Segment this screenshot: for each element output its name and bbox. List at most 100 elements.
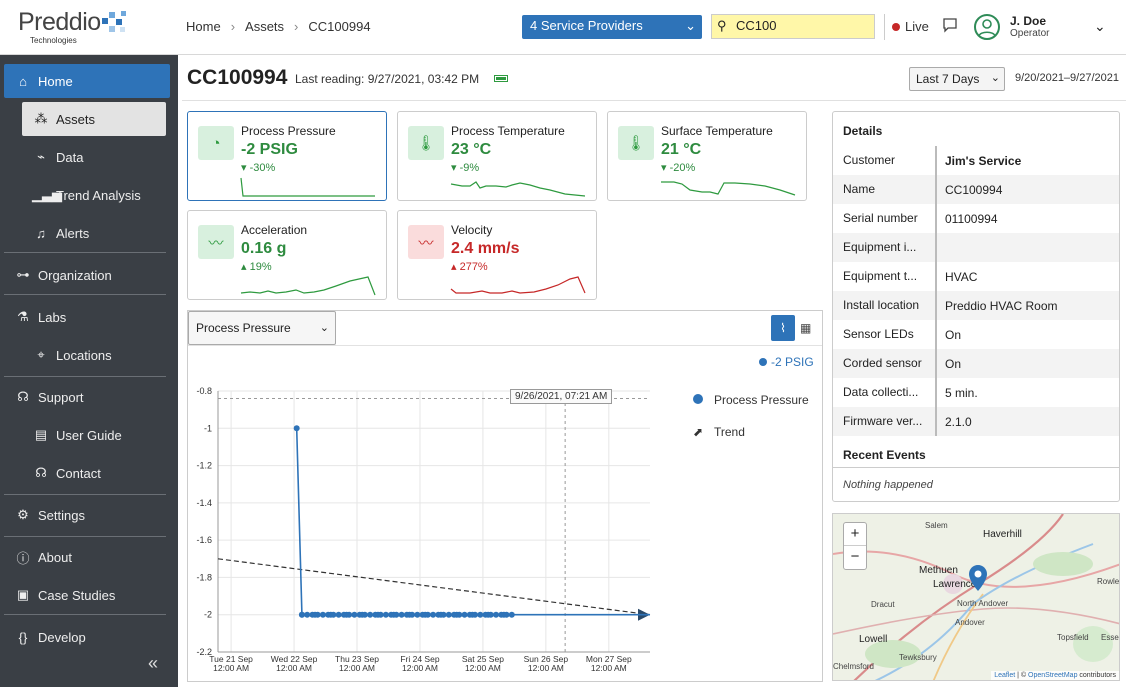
- detail-value: Preddio HVAC Room: [945, 298, 1058, 313]
- metric-card-process-temperature[interactable]: 🌡 Process Temperature 23 °C ▾ -9%: [397, 111, 597, 201]
- header-divider: [182, 100, 1126, 101]
- sidebar-item-user-guide[interactable]: ▤ User Guide: [22, 418, 166, 452]
- x-tick-label: 12:00 AM: [591, 663, 627, 673]
- sidebar-item-trend-analysis[interactable]: ▁▃▅ Trend Analysis: [22, 178, 166, 212]
- live-dot-icon: [892, 23, 900, 31]
- data-point: [309, 611, 316, 618]
- current-value-legend: -2 PSIG: [759, 355, 814, 369]
- avatar[interactable]: [974, 14, 1000, 40]
- zoom-in-button[interactable]: +: [844, 523, 866, 546]
- metric-select[interactable]: Process Pressure ⌄: [188, 311, 336, 345]
- line-chart-view-button[interactable]: ⌇: [771, 315, 795, 341]
- data-point: [508, 611, 515, 618]
- sidebar-item-about[interactable]: ⓘ About: [4, 540, 170, 574]
- sparkline: [450, 181, 586, 197]
- data-point: [346, 611, 353, 618]
- breadcrumb-home[interactable]: Home: [186, 19, 221, 34]
- service-provider-select[interactable]: 4 Service Providers ⌄: [522, 15, 702, 39]
- battery-icon: [494, 75, 508, 82]
- detail-key: Equipment i...: [833, 233, 937, 262]
- user-menu-chevron-icon[interactable]: ⌄: [1094, 18, 1106, 34]
- table-view-icon[interactable]: ▦: [800, 321, 812, 335]
- sidebar-item-settings[interactable]: ⚙ Settings: [4, 498, 170, 532]
- thermometer-icon: 🌡: [618, 126, 654, 160]
- trend-line: [217, 558, 651, 616]
- chart-toolbar-divider: [188, 345, 822, 346]
- sidebar-item-label: Locations: [56, 347, 112, 363]
- last-reading: Last reading: 9/27/2021, 03:42 PM: [295, 72, 480, 86]
- zoom-out-button[interactable]: −: [850, 548, 860, 565]
- metric-card-surface-temperature[interactable]: 🌡 Surface Temperature 21 °C ▾ -20%: [607, 111, 807, 201]
- data-point: [388, 611, 395, 618]
- data-point: [435, 611, 442, 618]
- signal-bars-icon: ▁▃▅: [32, 187, 62, 202]
- x-tick-label: Mon 27 Sep: [586, 654, 632, 664]
- sidebar-item-locations[interactable]: ⌖ Locations: [22, 338, 166, 372]
- sidebar-item-case-studies[interactable]: ▣ Case Studies: [4, 578, 170, 612]
- detail-key: Data collecti...: [833, 378, 937, 407]
- gauge-icon: ◔: [198, 126, 234, 160]
- sidebar-item-organization[interactable]: ⊶ Organization: [4, 258, 170, 292]
- sidebar-item-alerts[interactable]: ♫ Alerts: [22, 216, 166, 250]
- metric-card-acceleration[interactable]: 〰 Acceleration 0.16 g ▴ 19%: [187, 210, 387, 300]
- x-tick-label: 12:00 AM: [528, 663, 564, 673]
- metric-card-process-pressure[interactable]: ◔ Process Pressure -2 PSIG ▾ -30%: [187, 111, 387, 201]
- location-pin-icon[interactable]: [968, 564, 988, 592]
- data-point: [361, 611, 368, 618]
- page-title: CC100994: [187, 66, 288, 89]
- metric-change: ▾ -9%: [451, 162, 480, 174]
- date-range-select-label: Last 7 Days: [916, 72, 980, 86]
- line-chart-icon: ⌁: [37, 149, 45, 164]
- user-role: Operator: [1010, 28, 1050, 39]
- recent-events-title: Recent Events: [843, 448, 926, 462]
- logo-pixels-icon: [102, 11, 126, 32]
- search-input[interactable]: ⚲ CC100: [711, 14, 875, 39]
- location-map[interactable]: + − Salem Haverhill Methuen Lawrence Nor…: [832, 513, 1120, 681]
- metric-value: 21 °C: [661, 141, 702, 158]
- sidebar-item-support[interactable]: ☊ Support: [4, 380, 170, 414]
- sidebar-item-home[interactable]: ⌂ Home: [4, 64, 170, 98]
- sidebar-divider: [4, 376, 166, 377]
- detail-value: 5 min.: [945, 385, 978, 400]
- detail-row-serial: Serial number 01100994: [833, 204, 1119, 233]
- info-icon: ⓘ: [16, 550, 30, 566]
- metric-change: ▴ 19%: [241, 261, 272, 273]
- date-range-select[interactable]: Last 7 Days ⌄: [909, 67, 1005, 91]
- map-label: Rowley: [1097, 577, 1120, 586]
- metric-card-velocity[interactable]: 〰 Velocity 2.4 mm/s ▴ 277%: [397, 210, 597, 300]
- collapse-sidebar-icon[interactable]: «: [148, 653, 159, 673]
- breadcrumb-assets[interactable]: Assets: [245, 19, 285, 34]
- sidebar-item-data[interactable]: ⌁ Data: [22, 140, 166, 174]
- y-tick-label: -1.6: [196, 535, 212, 545]
- sidebar-item-develop[interactable]: {} Develop: [4, 620, 170, 654]
- data-point: [424, 611, 431, 618]
- data-point: [466, 611, 473, 618]
- live-indicator[interactable]: Live: [892, 19, 929, 34]
- legend-trend[interactable]: ⬈ Trend: [692, 425, 745, 439]
- sidebar-divider: [4, 536, 166, 537]
- user-info[interactable]: J. Doe Operator: [1010, 14, 1049, 39]
- detail-row-equipment-type: Equipment t... HVAC: [833, 262, 1119, 291]
- metric-value: -2 PSIG: [241, 141, 298, 158]
- x-tick-label: 12:00 AM: [213, 663, 249, 673]
- data-point: [461, 611, 468, 618]
- brand-logo[interactable]: Preddio Technologies: [18, 8, 128, 46]
- metric-value: 23 °C: [451, 141, 492, 158]
- chat-icon[interactable]: [942, 17, 958, 33]
- org-tree-icon: ⊶: [16, 267, 30, 282]
- live-label: Live: [905, 19, 929, 34]
- series-dot-icon: [693, 394, 703, 404]
- data-point: [493, 611, 500, 618]
- leaflet-link[interactable]: Leaflet: [994, 672, 1016, 679]
- detail-value: Jim's Service: [945, 153, 1022, 168]
- sparkline: [450, 276, 586, 294]
- sidebar-item-contact[interactable]: ☊ Contact: [22, 456, 166, 490]
- sidebar-item-labs[interactable]: ⚗ Labs: [4, 300, 170, 334]
- map-tiles: [833, 514, 1119, 680]
- header-divider: [884, 14, 885, 40]
- legend-process-pressure[interactable]: Process Pressure: [692, 393, 809, 407]
- trend-arrow-icon: ⬈: [692, 425, 704, 439]
- sidebar-item-assets[interactable]: ⁂ Assets: [22, 102, 166, 136]
- osm-link[interactable]: OpenStreetMap: [1028, 672, 1078, 679]
